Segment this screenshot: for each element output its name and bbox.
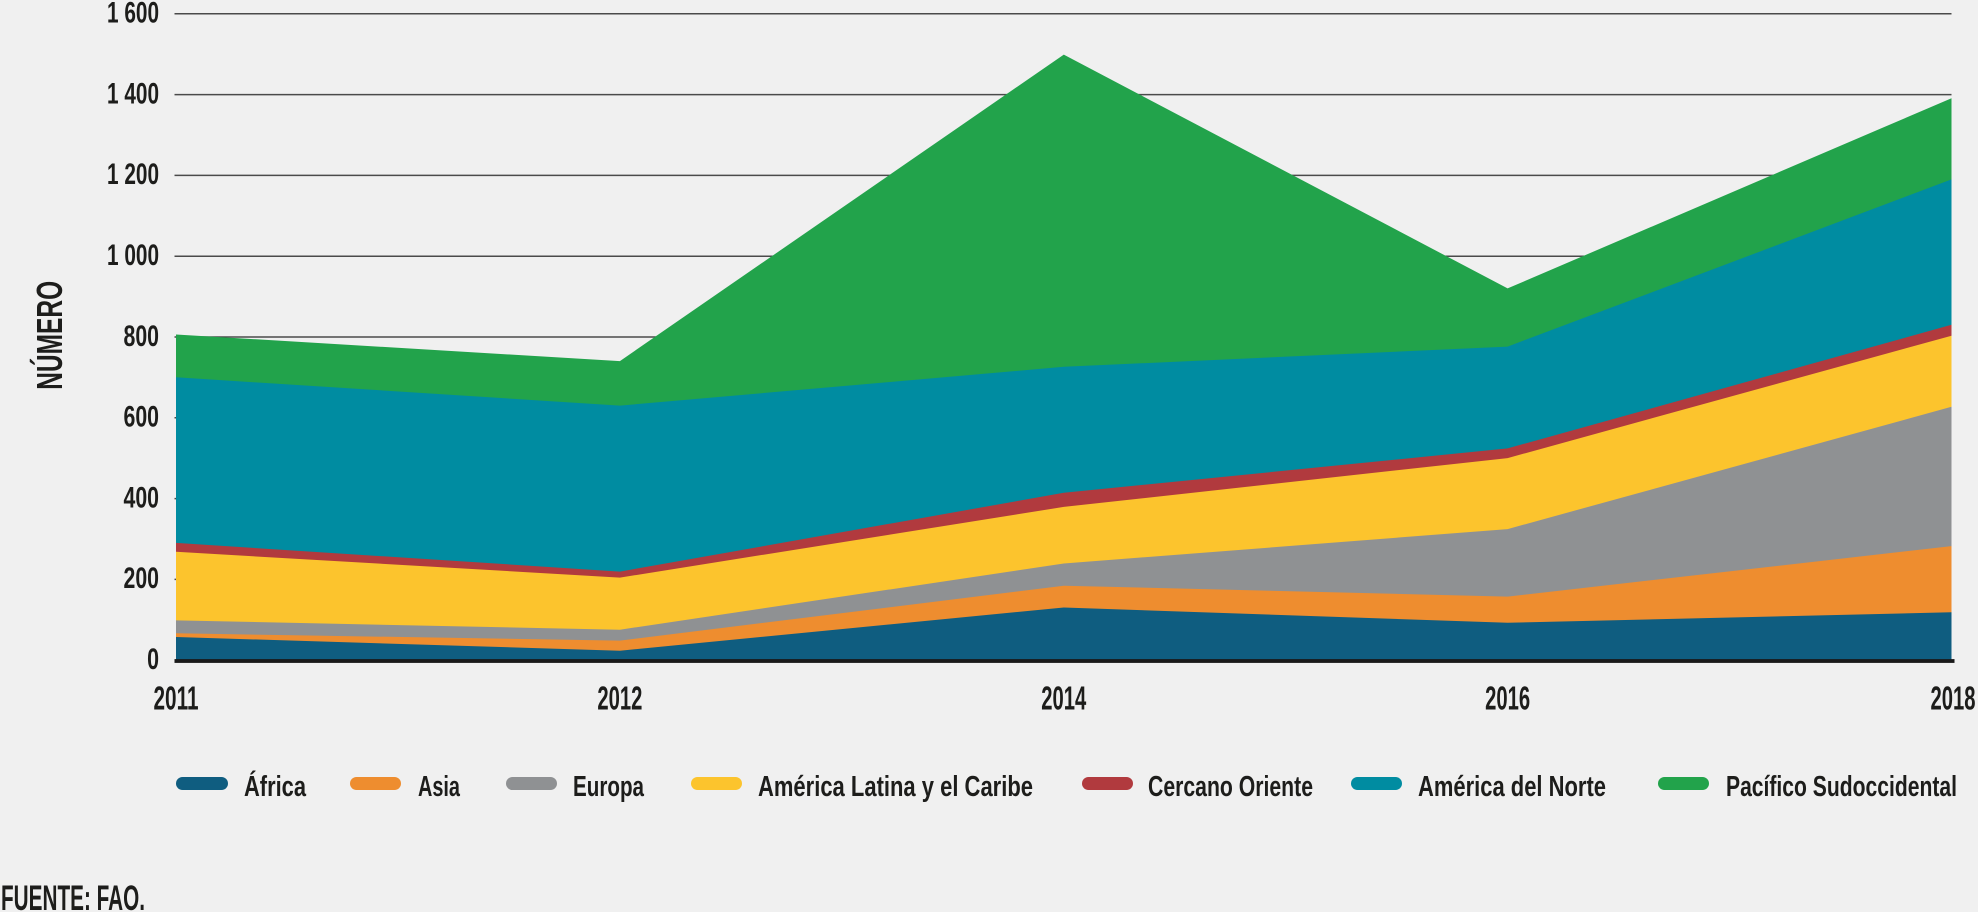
svg-text:NÚMERO: NÚMERO [28,281,70,390]
svg-text:Cercano Oriente: Cercano Oriente [1148,771,1313,803]
svg-text:400: 400 [124,481,160,514]
svg-text:Pacífico Sudoccidental: Pacífico Sudoccidental [1726,771,1957,803]
svg-text:2016: 2016 [1485,680,1530,717]
svg-text:América Latina y el Caribe: América Latina y el Caribe [758,771,1033,803]
svg-text:200: 200 [124,562,160,595]
svg-text:2011: 2011 [154,680,199,717]
svg-text:0: 0 [147,643,159,676]
svg-text:2018: 2018 [1931,680,1976,717]
svg-text:2012: 2012 [597,680,642,717]
svg-text:Asia: Asia [418,771,461,803]
svg-text:Europa: Europa [573,771,645,803]
svg-text:800: 800 [124,320,160,353]
svg-text:1 600: 1 600 [107,0,159,30]
svg-text:1 000: 1 000 [107,239,159,272]
svg-text:1 400: 1 400 [107,77,159,110]
svg-text:600: 600 [124,401,160,434]
svg-text:África: África [244,769,307,803]
svg-text:FUENTE: FAO.: FUENTE: FAO. [1,879,145,912]
svg-text:2014: 2014 [1041,680,1086,717]
svg-text:América del Norte: América del Norte [1418,771,1606,803]
svg-text:1 200: 1 200 [107,158,159,191]
